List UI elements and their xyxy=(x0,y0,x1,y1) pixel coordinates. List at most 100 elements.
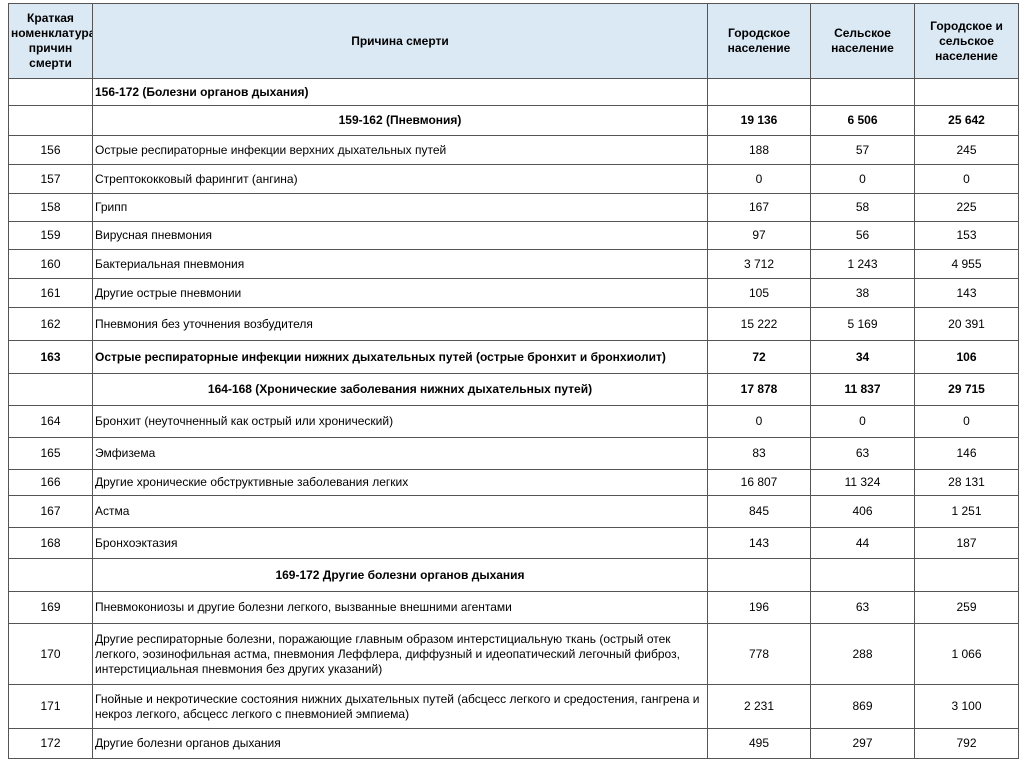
rural-cell: 56 xyxy=(810,221,915,250)
urban-cell: 3 712 xyxy=(707,249,811,279)
rural-cell: 297 xyxy=(810,728,915,759)
code-cell xyxy=(8,105,93,136)
urban-cell: 17 878 xyxy=(707,373,811,406)
cause-cell: Астма xyxy=(92,495,708,528)
urban-cell: 83 xyxy=(707,437,811,470)
code-cell: 169 xyxy=(8,591,93,624)
rural-cell: 38 xyxy=(810,278,915,308)
cause-cell: Другие острые пневмонии xyxy=(92,278,708,308)
table-row: 166 Другие хронические обструктивные забо… xyxy=(8,469,1019,496)
rural-cell: 0 xyxy=(810,405,915,438)
urban-cell: 495 xyxy=(707,728,811,759)
total-cell: 1 251 xyxy=(914,495,1019,528)
table-row: 156 Острые респираторные инфекции верхних… xyxy=(8,135,1019,165)
total-cell: 225 xyxy=(914,193,1019,222)
cause-cell: Пневмония без уточнения возбудителя xyxy=(92,307,708,341)
urban-cell xyxy=(707,558,811,592)
table-row: 169-172 Другие болезни органов дыхания xyxy=(8,558,1019,592)
total-cell xyxy=(914,78,1019,106)
cause-cell: Другие респираторные болезни, поражающие… xyxy=(92,623,708,685)
table-row: 162 Пневмония без уточнения возбудителя 15… xyxy=(8,307,1019,341)
code-cell: 163 xyxy=(8,340,93,374)
rural-cell: 1 243 xyxy=(810,249,915,279)
urban-cell: 105 xyxy=(707,278,811,308)
code-cell: 159 xyxy=(8,221,93,250)
code-cell: 158 xyxy=(8,193,93,222)
total-cell: 106 xyxy=(914,340,1019,374)
cause-cell: Другие хронические обструктивные заболев… xyxy=(92,469,708,496)
code-cell: 170 xyxy=(8,623,93,685)
total-cell: 28 131 xyxy=(914,469,1019,496)
urban-cell: 143 xyxy=(707,527,811,559)
total-cell: 245 xyxy=(914,135,1019,165)
urban-cell: 196 xyxy=(707,591,811,624)
cause-cell: Гнойные и некротические состояния нижних… xyxy=(92,684,708,729)
urban-cell: 15 222 xyxy=(707,307,811,341)
table-row: 164 Бронхит (неуточненный как острый или … xyxy=(8,405,1019,438)
urban-cell xyxy=(707,78,811,106)
table-row: 169 Пневмокониозы и другие болезни легког… xyxy=(8,591,1019,624)
urban-cell: 16 807 xyxy=(707,469,811,496)
urban-cell: 188 xyxy=(707,135,811,165)
header-cell: Городское и сельское население xyxy=(914,3,1019,79)
total-cell: 1 066 xyxy=(914,623,1019,685)
rural-cell: 869 xyxy=(810,684,915,729)
total-cell: 3 100 xyxy=(914,684,1019,729)
code-cell: 156 xyxy=(8,135,93,165)
cause-cell: 156-172 (Болезни органов дыхания) xyxy=(92,78,708,106)
code-cell: 164 xyxy=(8,405,93,438)
rural-cell: 63 xyxy=(810,437,915,470)
cause-cell: Бронхоэктазия xyxy=(92,527,708,559)
table-row: 161 Другие острые пневмонии 105 38 143 xyxy=(8,278,1019,308)
code-cell xyxy=(8,558,93,592)
header-cell: Причина смерти xyxy=(92,3,708,79)
table-row: 159 Вирусная пневмония 97 56 153 xyxy=(8,221,1019,250)
header-row: Краткая номенклатура причин смерти Причи… xyxy=(8,3,1019,79)
urban-cell: 778 xyxy=(707,623,811,685)
code-cell xyxy=(8,373,93,406)
cause-cell: Бактериальная пневмония xyxy=(92,249,708,279)
rural-cell: 44 xyxy=(810,527,915,559)
table-row: 159-162 (Пневмония) 19 136 6 506 25 642 xyxy=(8,105,1019,136)
rural-cell: 5 169 xyxy=(810,307,915,341)
code-cell: 167 xyxy=(8,495,93,528)
cause-cell: Острые респираторные инфекции нижних дых… xyxy=(92,340,708,374)
cause-cell: Эмфизема xyxy=(92,437,708,470)
code-cell: 166 xyxy=(8,469,93,496)
cause-cell: Бронхит (неуточненный как острый или хро… xyxy=(92,405,708,438)
rural-cell: 57 xyxy=(810,135,915,165)
code-cell: 161 xyxy=(8,278,93,308)
rural-cell xyxy=(810,78,915,106)
table-row: 160 Бактериальная пневмония 3 712 1 243 4 95… xyxy=(8,249,1019,279)
cause-cell: 164-168 (Хронические заболевания нижних … xyxy=(92,373,708,406)
code-cell: 172 xyxy=(8,728,93,759)
rural-cell: 6 506 xyxy=(810,105,915,136)
table-row: 157 Стрептококковый фарингит (ангина) 0 0 0 xyxy=(8,164,1019,194)
code-cell: 171 xyxy=(8,684,93,729)
total-cell: 259 xyxy=(914,591,1019,624)
code-cell xyxy=(8,78,93,106)
total-cell xyxy=(914,558,1019,592)
cause-cell: Грипп xyxy=(92,193,708,222)
table-row: 164-168 (Хронические заболевания нижних … xyxy=(8,373,1019,406)
total-cell: 0 xyxy=(914,405,1019,438)
code-cell: 165 xyxy=(8,437,93,470)
total-cell: 146 xyxy=(914,437,1019,470)
rural-cell: 406 xyxy=(810,495,915,528)
total-cell: 792 xyxy=(914,728,1019,759)
urban-cell: 167 xyxy=(707,193,811,222)
rural-cell: 11 324 xyxy=(810,469,915,496)
total-cell: 187 xyxy=(914,527,1019,559)
table-row: 170 Другие респираторные болезни, поражаю… xyxy=(8,623,1019,685)
table-row: 163 Острые респираторные инфекции нижних … xyxy=(8,340,1019,374)
table-row: 158 Грипп 167 58 225 xyxy=(8,193,1019,222)
urban-cell: 72 xyxy=(707,340,811,374)
rural-cell xyxy=(810,558,915,592)
table-row: 156-172 (Болезни органов дыхания) xyxy=(8,78,1019,106)
urban-cell: 19 136 xyxy=(707,105,811,136)
cause-cell: Острые респираторные инфекции верхних ды… xyxy=(92,135,708,165)
urban-cell: 97 xyxy=(707,221,811,250)
header-cell: Краткая номенклатура причин смерти xyxy=(8,3,93,79)
table-row: 168 Бронхоэктазия 143 44 187 xyxy=(8,527,1019,559)
